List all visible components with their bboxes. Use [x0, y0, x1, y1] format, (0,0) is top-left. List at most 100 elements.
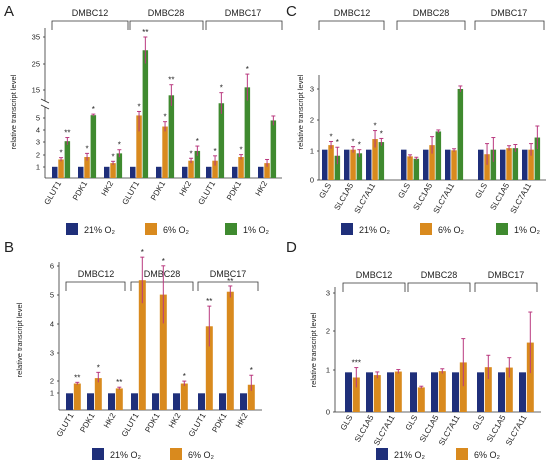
legend-bottom-right: 21% O₂ 6% O₂	[376, 448, 501, 460]
bar-a-hk2-g1-s1	[104, 166, 110, 178]
annotation-b-5: *	[162, 257, 165, 266]
bar-c-slc1a5-g2-s1	[423, 149, 429, 180]
group-d-dmbc28: DMBC28	[421, 270, 458, 280]
xtick-d-slc1a5-g2: SLC1A5	[418, 413, 441, 444]
a-ytick-5: 5	[36, 114, 40, 123]
bar-c-slc7a11-g3-s2	[528, 149, 534, 180]
bar-b-hk2-g1-s2	[115, 388, 123, 410]
legend-d-swatch-21	[376, 448, 388, 460]
bar-d-slc7a11-g2-s2	[459, 362, 467, 412]
xtick-c-slc1a5-g1: SLC1A5	[332, 181, 355, 212]
annotation-a-12: *	[196, 137, 199, 146]
bar-d-slc7a11-g3-s2	[526, 342, 534, 412]
group-d-dmbc17: DMBC17	[488, 270, 525, 280]
group-a-dmbc12: DMBC12	[72, 8, 109, 18]
xtick-d-gls-g2: GLS	[404, 414, 420, 432]
legend-d-swatch-6	[456, 448, 468, 460]
panel-a-bars	[52, 36, 277, 178]
annotation-c-1: *	[329, 132, 332, 141]
bar-b-pdk1-g1-s1	[87, 393, 94, 410]
legend-c-6: 6% O₂	[438, 225, 465, 235]
bar-a-hk2-g2-s2	[188, 160, 194, 178]
bracket-d-dmbc12	[342, 282, 406, 292]
panel-a: A relative transcript level DMBC12 DMBC2…	[4, 3, 283, 206]
bar-a-glut1-g1-s3	[64, 141, 71, 178]
legend-b-swatch-6	[170, 448, 182, 460]
bar-c-gls-g1-s3	[334, 155, 341, 180]
group-b-dmbc17: DMBC17	[210, 269, 247, 279]
xtick-b-pdk1-g3: PDK1	[210, 411, 229, 434]
xtick-c-gls-g1: GLS	[317, 182, 333, 200]
panel-c: C relative transcript level DMBC12 DMBC2…	[286, 3, 546, 215]
xtick-d-slc7a11-g1: SLC7A11	[372, 413, 397, 447]
panel-a-yticks: 35 25 15 5 4 3 2 1	[32, 33, 40, 172]
bracket-c-dmbc17	[474, 20, 545, 30]
bar-c-slc1a5-g1-s1	[344, 149, 350, 180]
legend-c-swatch-6	[420, 223, 432, 235]
c-ytick-2: 2	[310, 116, 314, 125]
a-break-mark-1	[40, 98, 50, 104]
b-ytick-3: 3	[50, 349, 54, 358]
annotation-a-4: *	[92, 105, 95, 114]
panel-c-annotations: * * * * * *	[329, 122, 382, 150]
annotation-a-9: *	[163, 113, 166, 122]
bar-d-slc7a11-g1-s2	[394, 371, 402, 412]
xtick-d-slc7a11-g2: SLC7A11	[437, 413, 462, 447]
panel-a-annotations: *******************	[59, 28, 248, 161]
legend-c-swatch-1	[496, 223, 508, 235]
panel-d-ylabel: relative transcript level	[309, 312, 318, 387]
annotation-b-6: *	[183, 372, 186, 381]
bar-b-glut1-g2-s2	[138, 280, 146, 410]
bracket-d-dmbc17	[474, 282, 538, 292]
xtick-b-glut1-g3: GLUT1	[187, 411, 208, 438]
bracket-a-dmbc12	[51, 20, 129, 30]
bar-c-gls-g3-s3	[490, 149, 497, 180]
bar-c-slc7a11-g2-s3	[457, 89, 464, 180]
xtick-d-gls-g3: GLS	[471, 414, 487, 432]
bar-d-gls-g1-s2	[352, 377, 360, 412]
panel-b: B relative transcript level DMBC12 DMBC2…	[4, 239, 262, 438]
xtick-a-pdk1-g2: PDK1	[149, 179, 168, 202]
bar-c-slc7a11-g2-s1	[445, 149, 451, 180]
bar-a-hk2-g2-s3	[194, 150, 201, 178]
xtick-b-hk2-g2: HK2	[167, 411, 183, 429]
panel-c-yticks: 3 2 1 0	[310, 85, 314, 185]
panel-a-xticklabels: GLUT1 PDK1 HK2 GLUT1 PDK1 HK2 GLUT1 PDK1 HK2	[42, 179, 269, 206]
bar-d-slc1a5-g1-s1	[366, 372, 373, 412]
bracket-d-dmbc28	[407, 282, 471, 292]
legend-a-21: 21% O₂	[84, 225, 116, 235]
panel-d-letter: D	[286, 239, 297, 256]
group-d-dmbc12: DMBC12	[356, 270, 393, 280]
bar-d-slc7a11-g1-s1	[387, 372, 394, 412]
annotation-a-1: *	[59, 149, 62, 158]
bar-c-slc1a5-g1-s2	[350, 149, 356, 180]
bar-d-gls-g3-s1	[477, 372, 484, 412]
bracket-c-dmbc12	[318, 20, 385, 30]
legend-a-swatch-21	[66, 223, 78, 235]
a-ytick-4: 4	[36, 126, 40, 135]
panel-d: D relative transcript level DMBC12 DMBC2…	[286, 239, 541, 447]
legend-a-1: 1% O₂	[243, 225, 270, 235]
bar-a-pdk1-g2-s2	[162, 126, 168, 178]
bar-b-glut1-g2-s1	[131, 393, 138, 410]
group-c-dmbc28: DMBC28	[413, 8, 450, 18]
legend-bottom-left: 21% O₂ 6% O₂	[92, 448, 215, 460]
annotation-a-16: *	[246, 65, 249, 74]
panel-a-ylabel: relative transcript level	[9, 74, 18, 149]
bar-b-glut1-g3-s1	[198, 393, 205, 410]
bracket-b-dmbc12	[65, 281, 126, 291]
bar-a-pdk1-g3-s3	[244, 87, 251, 178]
panel-c-bars	[322, 85, 541, 180]
bar-b-pdk1-g2-s2	[159, 294, 167, 410]
xtick-c-slc1a5-g3: SLC1A5	[488, 181, 511, 212]
panel-b-yticks: 6 5 4 3 2 1	[50, 262, 54, 398]
bracket-a-dmbc28	[129, 20, 204, 30]
legend-b-21: 21% O₂	[110, 450, 142, 460]
bar-c-slc7a11-g2-s2	[451, 150, 457, 180]
annotation-c-5: *	[373, 122, 376, 131]
legend-d-6: 6% O₂	[474, 450, 501, 460]
annotation-d-1: ***	[352, 359, 361, 368]
bracket-c-dmbc28	[396, 20, 466, 30]
bar-a-hk2-g2-s1	[182, 166, 188, 178]
bar-d-slc1a5-g2-s2	[438, 371, 446, 412]
